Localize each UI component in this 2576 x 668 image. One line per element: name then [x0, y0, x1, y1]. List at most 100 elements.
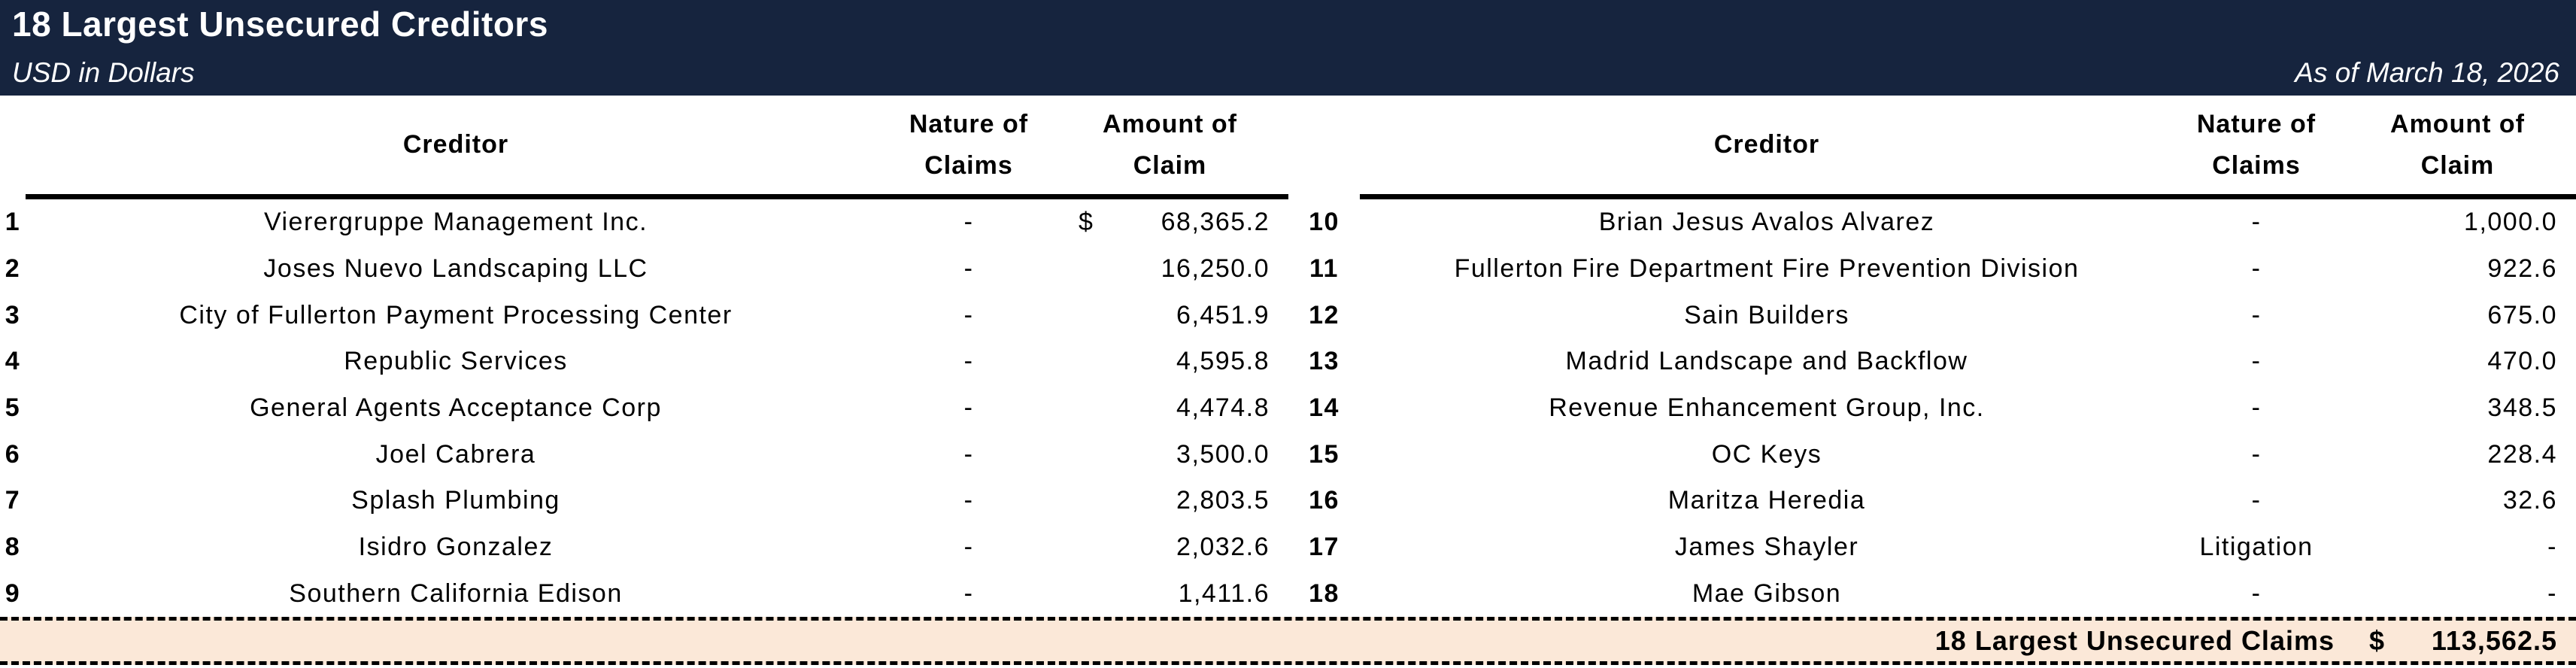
column-header-number-spacer — [0, 96, 26, 199]
nature-of-claims: - — [963, 300, 974, 329]
amount-of-claim: 16,250.0 — [1051, 246, 1288, 293]
amount-value: 32.6 — [2502, 486, 2557, 515]
column-header-amount-label: Amount of Claim — [1103, 110, 1237, 180]
row-number: 5 — [5, 393, 21, 423]
nature-of-claims: - — [963, 486, 974, 515]
nature-of-claims: - — [2251, 208, 2262, 237]
table-body-left: 1 Vierergruppe Management Inc. - $68,365.2 2… — [0, 199, 1288, 617]
amount-of-claim: 228.4 — [2339, 431, 2576, 478]
column-header-amount-of-claim: Amount of Claim — [2339, 96, 2576, 199]
amount-value: - — [2547, 578, 2557, 608]
creditor-name: Splash Plumbing — [351, 486, 560, 515]
table-header-row-left: Creditor Nature of Claims Amount of Clai… — [0, 96, 1288, 199]
creditor-name: OC Keys — [1711, 439, 1822, 469]
column-header-creditor-label: Creditor — [402, 130, 509, 159]
amount-value: 675.0 — [2487, 300, 2557, 329]
amount-of-claim: 348.5 — [2339, 385, 2576, 432]
table-row: 18 Mae Gibson - - — [1288, 571, 2576, 618]
table-row: 4 Republic Services - 4,595.8 — [0, 339, 1288, 385]
page-subtitle: USD in Dollars — [12, 57, 195, 89]
page-title: 18 Largest Unsecured Creditors — [12, 5, 548, 44]
creditor-name: James Shayler — [1674, 533, 1859, 562]
table-row: 6 Joel Cabrera - 3,500.0 — [0, 431, 1288, 478]
amount-of-claim: 4,474.8 — [1051, 385, 1288, 432]
nature-of-claims: - — [963, 393, 974, 423]
table-row: 15 OC Keys - 228.4 — [1288, 431, 2576, 478]
creditor-name: Fullerton Fire Department Fire Preventio… — [1454, 254, 2080, 284]
table-row: 14 Revenue Enhancement Group, Inc. - 348.5 — [1288, 385, 2576, 432]
table-row: 12 Sain Builders - 675.0 — [1288, 292, 2576, 339]
table-row: 3 City of Fullerton Payment Processing Ce… — [0, 292, 1288, 339]
table-row: 5 General Agents Acceptance Corp - 4,474.8 — [0, 385, 1288, 432]
amount-of-claim: 6,451.9 — [1051, 292, 1288, 339]
row-number: 11 — [1309, 254, 1339, 284]
amount-value: 470.0 — [2487, 347, 2557, 376]
row-number: 9 — [5, 578, 21, 608]
creditor-name: Mae Gibson — [1692, 578, 1842, 608]
row-number: 13 — [1309, 347, 1340, 376]
creditor-name: Brian Jesus Avalos Alvarez — [1598, 208, 1935, 237]
row-number: 3 — [5, 300, 21, 329]
creditor-name: Vierergruppe Management Inc. — [263, 208, 648, 237]
amount-value: 1,000.0 — [2464, 208, 2557, 237]
amount-of-claim: 3,500.0 — [1051, 431, 1288, 478]
as-of-date: As of March 18, 2026 — [2295, 57, 2559, 89]
amount-value: 1,411.6 — [1178, 578, 1270, 608]
amount-value: 16,250.0 — [1161, 254, 1270, 284]
table-header-row-right: Creditor Nature of Claims Amount of Clai… — [1288, 96, 2576, 199]
nature-of-claims: - — [2251, 347, 2262, 376]
nature-of-claims: - — [963, 533, 974, 562]
amount-value: 6,451.9 — [1176, 300, 1270, 329]
column-header-number-spacer — [1288, 96, 1360, 199]
amount-value: 228.4 — [2487, 439, 2557, 469]
amount-of-claim: - — [2339, 571, 2576, 618]
title-bar: 18 Largest Unsecured Creditors USD in Do… — [0, 0, 2576, 96]
creditor-name: Madrid Landscape and Backflow — [1565, 347, 1968, 376]
total-row: 18 Largest Unsecured Claims $ 113,562.5 — [0, 617, 2576, 666]
currency-symbol: $ — [1079, 208, 1094, 237]
creditor-name: City of Fullerton Payment Processing Cen… — [179, 300, 733, 329]
nature-of-claims: - — [2251, 300, 2262, 329]
nature-of-claims: - — [963, 208, 974, 237]
column-header-creditor-label: Creditor — [1713, 130, 1820, 159]
amount-value: - — [2547, 533, 2557, 562]
nature-of-claims: - — [2251, 254, 2262, 284]
amount-of-claim: 32.6 — [2339, 478, 2576, 524]
amount-of-claim: 470.0 — [2339, 339, 2576, 385]
creditor-name: Revenue Enhancement Group, Inc. — [1549, 393, 1985, 423]
creditor-name: Isidro Gonzalez — [358, 533, 554, 562]
table-row: 13 Madrid Landscape and Backflow - 470.0 — [1288, 339, 2576, 385]
creditor-name: Republic Services — [344, 347, 568, 376]
nature-of-claims: - — [2251, 486, 2262, 515]
row-number: 7 — [5, 486, 21, 515]
creditor-name: Joel Cabrera — [375, 439, 536, 469]
table-row: 17 James Shayler Litigation - — [1288, 524, 2576, 571]
table-row: 2 Joses Nuevo Landscaping LLC - 16,250.0 — [0, 246, 1288, 293]
row-number: 6 — [5, 439, 21, 469]
table-row: 11 Fullerton Fire Department Fire Prevent… — [1288, 246, 2576, 293]
creditors-table-right: Creditor Nature of Claims Amount of Clai… — [1288, 96, 2576, 617]
nature-of-claims: - — [963, 439, 974, 469]
creditor-name: Sain Builders — [1684, 300, 1849, 329]
creditors-table-left: Creditor Nature of Claims Amount of Clai… — [0, 96, 1288, 617]
total-amount: $ 113,562.5 — [2339, 625, 2576, 657]
column-header-nature-label: Nature of Claims — [2196, 110, 2317, 180]
title-bar-subrow: USD in Dollars As of March 18, 2026 — [12, 57, 2559, 89]
amount-value: 2,032.6 — [1176, 533, 1270, 562]
table-row: 7 Splash Plumbing - 2,803.5 — [0, 478, 1288, 524]
table-body-right: 10 Brian Jesus Avalos Alvarez - 1,000.0 11 Fu… — [1288, 199, 2576, 617]
amount-value: 348.5 — [2487, 393, 2557, 423]
amount-of-claim: - — [2339, 524, 2576, 571]
column-header-creditor: Creditor — [1360, 96, 2174, 199]
row-number: 12 — [1309, 300, 1340, 329]
amount-value: 4,474.8 — [1176, 393, 1270, 423]
amount-of-claim: 922.6 — [2339, 246, 2576, 293]
amount-of-claim: 2,032.6 — [1051, 524, 1288, 571]
amount-of-claim: 675.0 — [2339, 292, 2576, 339]
row-number: 1 — [5, 208, 21, 237]
column-header-amount-of-claim: Amount of Claim — [1051, 96, 1288, 199]
column-header-creditor: Creditor — [26, 96, 886, 199]
table-row: 1 Vierergruppe Management Inc. - $68,365.2 — [0, 199, 1288, 246]
column-header-nature-of-claims: Nature of Claims — [2174, 96, 2339, 199]
